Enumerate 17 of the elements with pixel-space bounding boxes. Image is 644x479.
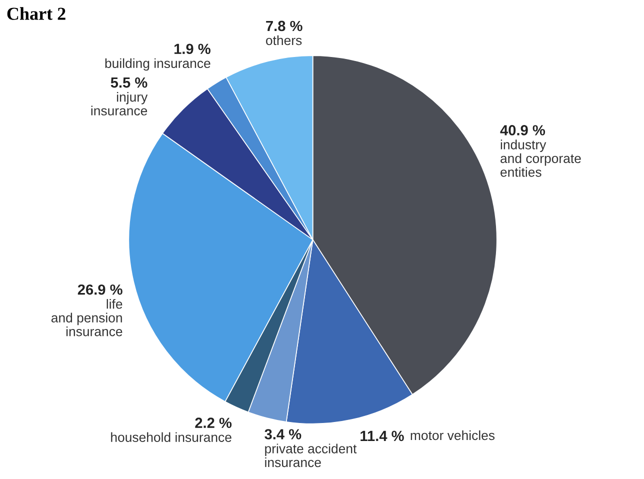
data-label: 1.9 % xyxy=(174,44,210,54)
data-label: 7.8 % xyxy=(266,20,302,32)
data-label: 26.9 % xyxy=(78,284,122,295)
slice-label: private accident insurance xyxy=(265,444,357,468)
chart-title: Chart 2 xyxy=(7,7,66,20)
slice-label: industry and corporate entities xyxy=(500,140,581,177)
slice-label: motor vehicles xyxy=(410,430,495,440)
slice-label: building insurance xyxy=(105,58,210,71)
slice-label: others xyxy=(266,35,302,46)
slice-label: injury insurance xyxy=(91,92,148,116)
data-label: 11.4 % xyxy=(360,430,404,442)
slice-label: life and pension insurance xyxy=(51,299,122,336)
data-label: 2.2 % xyxy=(195,418,232,428)
data-label: 5.5 % xyxy=(110,77,148,88)
data-label: 40.9 % xyxy=(500,125,546,136)
data-label: 3.4 % xyxy=(264,429,302,440)
slice-label: household insurance xyxy=(111,432,232,442)
